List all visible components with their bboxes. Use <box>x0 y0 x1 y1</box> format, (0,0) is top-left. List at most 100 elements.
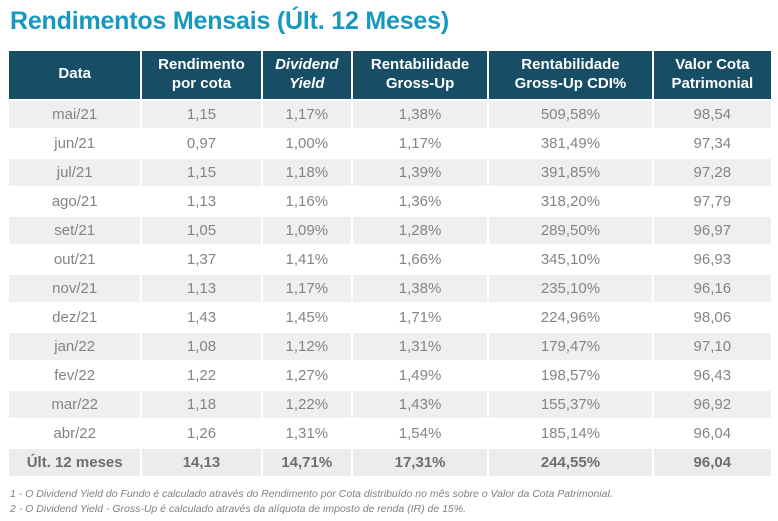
table-cell: 1,17% <box>262 100 351 128</box>
table-cell: 1,18% <box>262 158 351 186</box>
table-row: jan/22 1,08 1,12% 1,31% 179,47% 97,10 <box>9 332 771 360</box>
table-cell: jan/22 <box>9 332 141 360</box>
footnotes: 1 - O Dividend Yield do Fundo é calculad… <box>10 487 778 517</box>
page-title: Rendimentos Mensais (Últ. 12 Meses) <box>10 7 449 35</box>
table-cell: 97,28 <box>653 158 771 186</box>
table-cell: 155,37% <box>489 390 652 418</box>
table-row: abr/22 1,26 1,31% 1,54% 185,14% 96,04 <box>9 419 771 447</box>
table-cell: 96,16 <box>653 274 771 302</box>
column-header: Rentabilidade Gross-Up <box>352 50 488 99</box>
table-cell: 1,27% <box>262 361 351 389</box>
table-cell: 235,10% <box>489 274 652 302</box>
table-cell: 345,10% <box>489 245 652 273</box>
table-cell: 289,50% <box>489 216 652 244</box>
table-cell: 1,16% <box>262 187 351 215</box>
total-cell: 96,04 <box>653 448 771 476</box>
column-header: Data <box>9 50 141 99</box>
table-cell: 1,41% <box>262 245 351 273</box>
table-row: set/21 1,05 1,09% 1,28% 289,50% 96,97 <box>9 216 771 244</box>
table-cell: 224,96% <box>489 303 652 331</box>
table-cell: abr/22 <box>9 419 141 447</box>
table-cell: 198,57% <box>489 361 652 389</box>
table-cell: 1,17% <box>352 129 488 157</box>
table-cell: 1,71% <box>352 303 488 331</box>
table-cell: 97,10 <box>653 332 771 360</box>
table-cell: 179,47% <box>489 332 652 360</box>
table-cell: 381,49% <box>489 129 652 157</box>
table-cell: 1,15 <box>142 100 261 128</box>
table-cell: 1,38% <box>352 100 488 128</box>
total-cell: 17,31% <box>352 448 488 476</box>
table-cell: 1,12% <box>262 332 351 360</box>
table-cell: 97,79 <box>653 187 771 215</box>
table-row: jul/21 1,15 1,18% 1,39% 391,85% 97,28 <box>9 158 771 186</box>
table-cell: 1,49% <box>352 361 488 389</box>
table-cell: 98,54 <box>653 100 771 128</box>
table-row: dez/21 1,43 1,45% 1,71% 224,96% 98,06 <box>9 303 771 331</box>
table-cell: 1,38% <box>352 274 488 302</box>
table-cell: mar/22 <box>9 390 141 418</box>
table-cell: 1,05 <box>142 216 261 244</box>
table-cell: 96,93 <box>653 245 771 273</box>
table-cell: 1,22 <box>142 361 261 389</box>
table-cell: 1,28% <box>352 216 488 244</box>
table-row: mar/22 1,18 1,22% 1,43% 155,37% 96,92 <box>9 390 771 418</box>
total-cell: 14,71% <box>262 448 351 476</box>
table-cell: 1,09% <box>262 216 351 244</box>
table-cell: 98,06 <box>653 303 771 331</box>
table-cell: 1,36% <box>352 187 488 215</box>
total-cell: Últ. 12 meses <box>9 448 141 476</box>
table-cell: mai/21 <box>9 100 141 128</box>
table-cell: 1,45% <box>262 303 351 331</box>
table-cell: 185,14% <box>489 419 652 447</box>
table-row: out/21 1,37 1,41% 1,66% 345,10% 96,93 <box>9 245 771 273</box>
table-cell: 1,37 <box>142 245 261 273</box>
table-cell: 1,17% <box>262 274 351 302</box>
table-cell: fev/22 <box>9 361 141 389</box>
table-cell: dez/21 <box>9 303 141 331</box>
table-cell: 0,97 <box>142 129 261 157</box>
table-cell: jul/21 <box>9 158 141 186</box>
footnote-2: 2 - O Dividend Yield - Gross-Up é calcul… <box>10 502 467 515</box>
table-body: mai/21 1,15 1,17% 1,38% 509,58% 98,54 jun/21 0,… <box>9 100 771 476</box>
total-cell: 244,55% <box>489 448 652 476</box>
table-cell: 509,58% <box>489 100 652 128</box>
table-cell: 97,34 <box>653 129 771 157</box>
table-cell: 1,22% <box>262 390 351 418</box>
monthly-returns-table: Data Rendimento por cota Dividend Yield Ren… <box>7 49 773 478</box>
table-row: fev/22 1,22 1,27% 1,49% 198,57% 96,43 <box>9 361 771 389</box>
total-row: Últ. 12 meses 14,13 14,71% 17,31% 244,55% 96,… <box>9 448 771 476</box>
table-row: mai/21 1,15 1,17% 1,38% 509,58% 98,54 <box>9 100 771 128</box>
table-cell: 1,13 <box>142 187 261 215</box>
header-row: Data Rendimento por cota Dividend Yield Ren… <box>9 50 771 99</box>
table-row: jun/21 0,97 1,00% 1,17% 381,49% 97,34 <box>9 129 771 157</box>
table-cell: 391,85% <box>489 158 652 186</box>
table-cell: 1,08 <box>142 332 261 360</box>
table-cell: 1,00% <box>262 129 351 157</box>
table-cell: 96,97 <box>653 216 771 244</box>
table-cell: 1,39% <box>352 158 488 186</box>
table-cell: 318,20% <box>489 187 652 215</box>
table-cell: 1,15 <box>142 158 261 186</box>
table-cell: 1,13 <box>142 274 261 302</box>
table-cell: 96,43 <box>653 361 771 389</box>
table-cell: 1,18 <box>142 390 261 418</box>
column-header: Rendimento por cota <box>142 50 261 99</box>
column-header: Dividend Yield <box>262 50 351 99</box>
table-cell: 1,43% <box>352 390 488 418</box>
table-cell: nov/21 <box>9 274 141 302</box>
table-cell: 1,43 <box>142 303 261 331</box>
table-cell: 96,04 <box>653 419 771 447</box>
table-cell: 1,26 <box>142 419 261 447</box>
table-cell: 1,31% <box>352 332 488 360</box>
table-cell: 1,54% <box>352 419 488 447</box>
table-cell: 96,92 <box>653 390 771 418</box>
table-cell: 1,31% <box>262 419 351 447</box>
column-header: Valor Cota Patrimonial <box>653 50 771 99</box>
total-cell: 14,13 <box>142 448 261 476</box>
table-cell: jun/21 <box>9 129 141 157</box>
footnote-1: 1 - O Dividend Yield do Fundo é calculad… <box>10 487 613 500</box>
column-header: Rentabilidade Gross-Up CDI% <box>489 50 652 99</box>
table-row: nov/21 1,13 1,17% 1,38% 235,10% 96,16 <box>9 274 771 302</box>
table-cell: set/21 <box>9 216 141 244</box>
